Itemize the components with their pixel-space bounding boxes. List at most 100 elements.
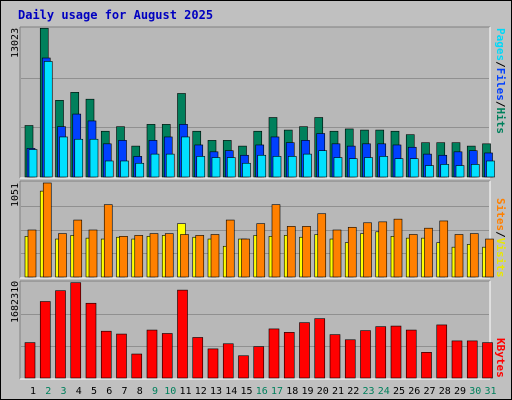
top-panel-ymax-label: 13023 — [10, 27, 21, 58]
kbytes-bar — [344, 339, 356, 379]
kbytes-bar — [329, 334, 341, 379]
pages-bar — [364, 157, 373, 178]
sites-bar — [363, 222, 372, 278]
kbytes-bar — [238, 355, 249, 379]
x-tick-label-day: 20 — [317, 386, 329, 397]
pages-bar — [409, 158, 419, 178]
kbytes-bar — [375, 326, 387, 379]
pages-bar — [287, 156, 297, 178]
x-tick-label-day: 8 — [137, 386, 143, 397]
kbytes-bar — [268, 328, 280, 379]
kbytes-bar — [85, 302, 97, 379]
x-tick-label-day: 11 — [179, 386, 191, 397]
pages-bar — [150, 153, 160, 178]
x-tick-label-day: 10 — [164, 386, 176, 397]
legend-sites: Sites — [494, 198, 507, 232]
sites-bar — [317, 213, 327, 278]
pages-bar — [425, 165, 434, 178]
x-tick-label-day: 31 — [484, 386, 496, 397]
pages-bar — [104, 160, 114, 178]
kbytes-bar — [192, 337, 204, 379]
sites-bar — [393, 218, 403, 278]
pages-bar — [89, 138, 99, 178]
sites-bar — [195, 235, 205, 278]
sites-bar — [454, 234, 464, 278]
pages-bar — [470, 164, 480, 178]
pages-bar — [257, 154, 267, 178]
sites-bar — [241, 238, 250, 278]
x-tick-label-day: 22 — [347, 386, 359, 397]
kbytes-bar — [421, 352, 432, 379]
sites-bar — [180, 234, 189, 278]
kbytes-bar — [100, 330, 112, 379]
x-tick-label-day: 5 — [91, 386, 97, 397]
legend-kbytes: KBytes — [494, 338, 507, 378]
bottom-panel-legend: KBytes — [494, 338, 507, 378]
sites-bar — [73, 219, 83, 278]
pages-bar — [242, 162, 251, 178]
kbytes-bar — [482, 342, 493, 379]
sites-bar — [225, 219, 235, 278]
kbytes-bar — [253, 346, 265, 379]
kbytes-bar — [405, 329, 417, 379]
kbytes-bar — [24, 342, 36, 379]
pages-bar — [455, 165, 465, 178]
x-tick-label-day: 3 — [60, 386, 66, 397]
sites-bar — [378, 221, 388, 278]
kbytes-bar — [451, 340, 463, 379]
pages-bar — [394, 158, 404, 178]
kbytes-bar — [222, 343, 234, 379]
x-tick-label-day: 21 — [332, 386, 344, 397]
legend-visits: Visits — [494, 237, 507, 278]
middle-panel-legend: Sites/Visits — [494, 198, 507, 278]
x-tick-label-day: 19 — [301, 386, 313, 397]
x-tick-label-day: 9 — [152, 386, 158, 397]
sites-bar — [424, 227, 433, 278]
pages-bar — [333, 157, 343, 178]
kbytes-bar — [39, 301, 51, 379]
kbytes-bar — [314, 318, 326, 379]
kbytes-bar — [116, 333, 127, 379]
x-tick-label-day: 15 — [240, 386, 252, 397]
sites-bar — [27, 229, 37, 278]
chart-title: Daily usage for August 2025 — [18, 8, 214, 22]
x-tick-label-day: 28 — [439, 386, 451, 397]
pages-bar — [181, 136, 190, 178]
kbytes-bar — [207, 348, 219, 379]
pages-bar — [59, 136, 68, 178]
sites-bar — [42, 182, 52, 278]
x-tick-label-day: 6 — [106, 386, 112, 397]
pages-bar — [28, 149, 38, 178]
pages-bar — [486, 160, 495, 178]
x-tick-label-day: 24 — [378, 386, 390, 397]
sites-bar — [302, 226, 311, 278]
legend-pages: Pages — [494, 28, 507, 62]
x-tick-label-day: 16 — [256, 386, 268, 397]
sites-bar — [164, 233, 174, 278]
pages-bar — [196, 156, 206, 178]
pages-bar — [226, 157, 236, 178]
pages-bar — [211, 157, 221, 178]
x-tick-label-day: 2 — [45, 386, 51, 397]
sites-bar — [134, 235, 144, 278]
sites-bar — [149, 233, 159, 278]
sites-bar — [439, 220, 449, 278]
sites-bar — [332, 229, 342, 278]
kbytes-bar — [146, 329, 158, 379]
x-tick-label-day: 7 — [121, 386, 127, 397]
sites-bar — [408, 234, 418, 278]
kbytes-bar — [161, 333, 173, 379]
x-tick-label-day: 27 — [423, 386, 435, 397]
x-tick-label-day: 4 — [76, 386, 82, 397]
sites-bar — [58, 233, 67, 278]
kbytes-bar — [55, 290, 66, 379]
top-panel-legend: Pages/Files/Hits — [494, 28, 507, 134]
pages-bar — [303, 153, 312, 178]
legend-files: Files — [494, 67, 507, 101]
kbytes-bar — [466, 340, 478, 379]
x-tick-label-day: 14 — [225, 386, 237, 397]
legend-hits: Hits — [494, 107, 507, 135]
x-tick-label-day: 29 — [454, 386, 466, 397]
kbytes-bar — [390, 325, 402, 379]
